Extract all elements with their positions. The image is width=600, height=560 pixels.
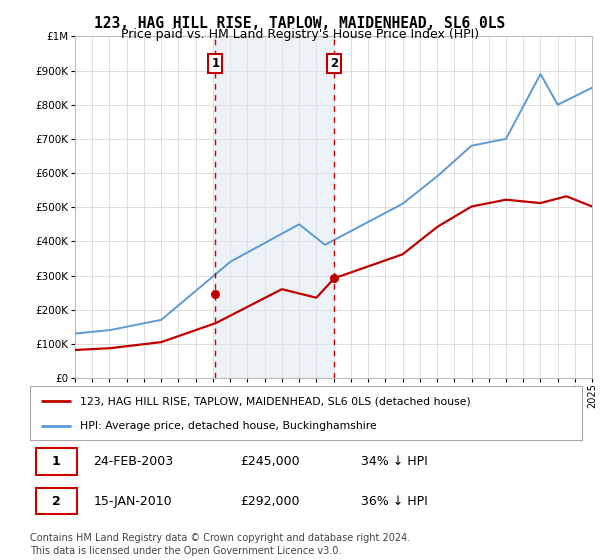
Text: 1: 1 xyxy=(52,455,61,468)
FancyBboxPatch shape xyxy=(35,449,77,474)
FancyBboxPatch shape xyxy=(35,488,77,515)
Text: 1: 1 xyxy=(211,57,220,70)
Text: £245,000: £245,000 xyxy=(240,455,299,468)
Text: 36% ↓ HPI: 36% ↓ HPI xyxy=(361,495,428,508)
Text: 15-JAN-2010: 15-JAN-2010 xyxy=(94,495,172,508)
Text: HPI: Average price, detached house, Buckinghamshire: HPI: Average price, detached house, Buck… xyxy=(80,421,376,431)
Text: 24-FEB-2003: 24-FEB-2003 xyxy=(94,455,173,468)
Text: 123, HAG HILL RISE, TAPLOW, MAIDENHEAD, SL6 0LS (detached house): 123, HAG HILL RISE, TAPLOW, MAIDENHEAD, … xyxy=(80,396,470,407)
FancyBboxPatch shape xyxy=(30,386,582,440)
Text: 34% ↓ HPI: 34% ↓ HPI xyxy=(361,455,428,468)
Text: Price paid vs. HM Land Registry's House Price Index (HPI): Price paid vs. HM Land Registry's House … xyxy=(121,28,479,41)
Text: Contains HM Land Registry data © Crown copyright and database right 2024.
This d: Contains HM Land Registry data © Crown c… xyxy=(30,533,410,556)
Text: 123, HAG HILL RISE, TAPLOW, MAIDENHEAD, SL6 0LS: 123, HAG HILL RISE, TAPLOW, MAIDENHEAD, … xyxy=(94,16,506,31)
Text: 2: 2 xyxy=(52,495,61,508)
Text: 2: 2 xyxy=(330,57,338,70)
Text: £292,000: £292,000 xyxy=(240,495,299,508)
Bar xyxy=(215,36,334,378)
